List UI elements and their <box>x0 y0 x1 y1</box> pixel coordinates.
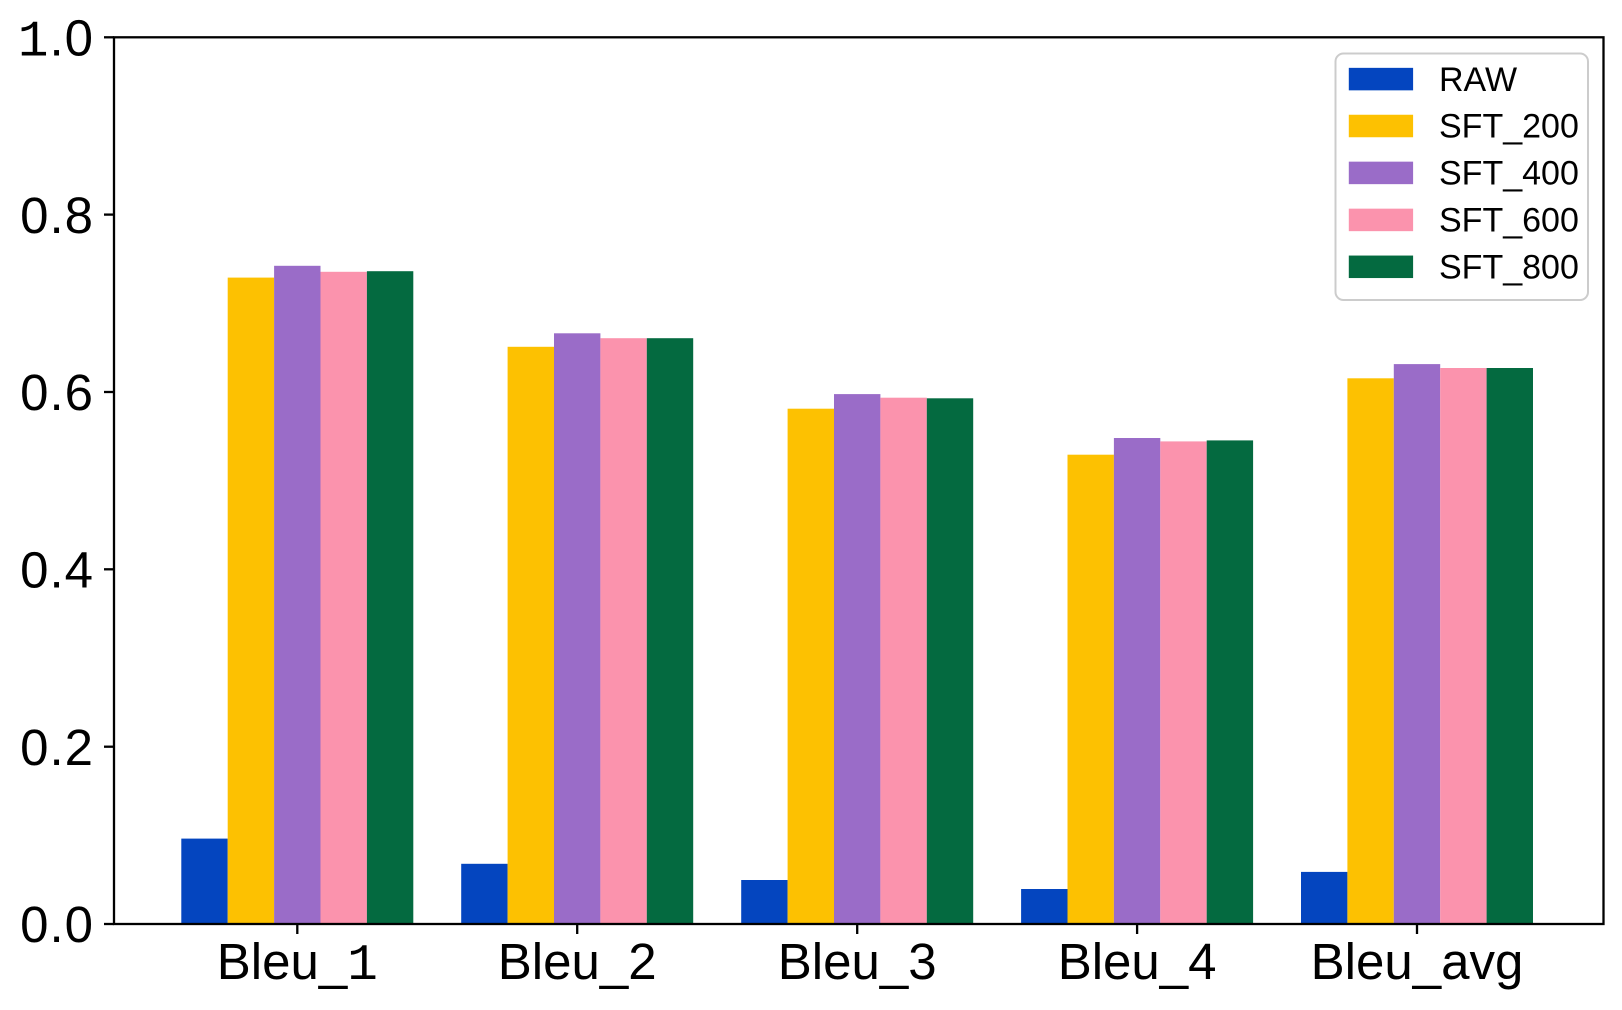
svg-text:0.4: 0.4 <box>20 542 94 599</box>
svg-text:0.8: 0.8 <box>20 187 94 244</box>
svg-text:0.2: 0.2 <box>20 719 94 776</box>
svg-text:Bleu_2: Bleu_2 <box>498 933 657 990</box>
svg-text:SFT_400: SFT_400 <box>1439 155 1579 193</box>
svg-text:0.6: 0.6 <box>20 364 94 421</box>
svg-text:Bleu_4: Bleu_4 <box>1058 933 1217 990</box>
svg-text:RAW: RAW <box>1439 61 1517 99</box>
svg-text:SFT_200: SFT_200 <box>1439 108 1579 146</box>
svg-text:1.0: 1.0 <box>18 10 94 72</box>
svg-text:SFT_800: SFT_800 <box>1439 249 1579 287</box>
svg-text:Bleu_1: Bleu_1 <box>217 933 378 995</box>
svg-text:SFT_600: SFT_600 <box>1439 202 1579 240</box>
svg-text:0.0: 0.0 <box>20 896 94 953</box>
svg-text:Bleu_3: Bleu_3 <box>778 933 937 990</box>
svg-text:Bleu_avg: Bleu_avg <box>1311 933 1524 990</box>
